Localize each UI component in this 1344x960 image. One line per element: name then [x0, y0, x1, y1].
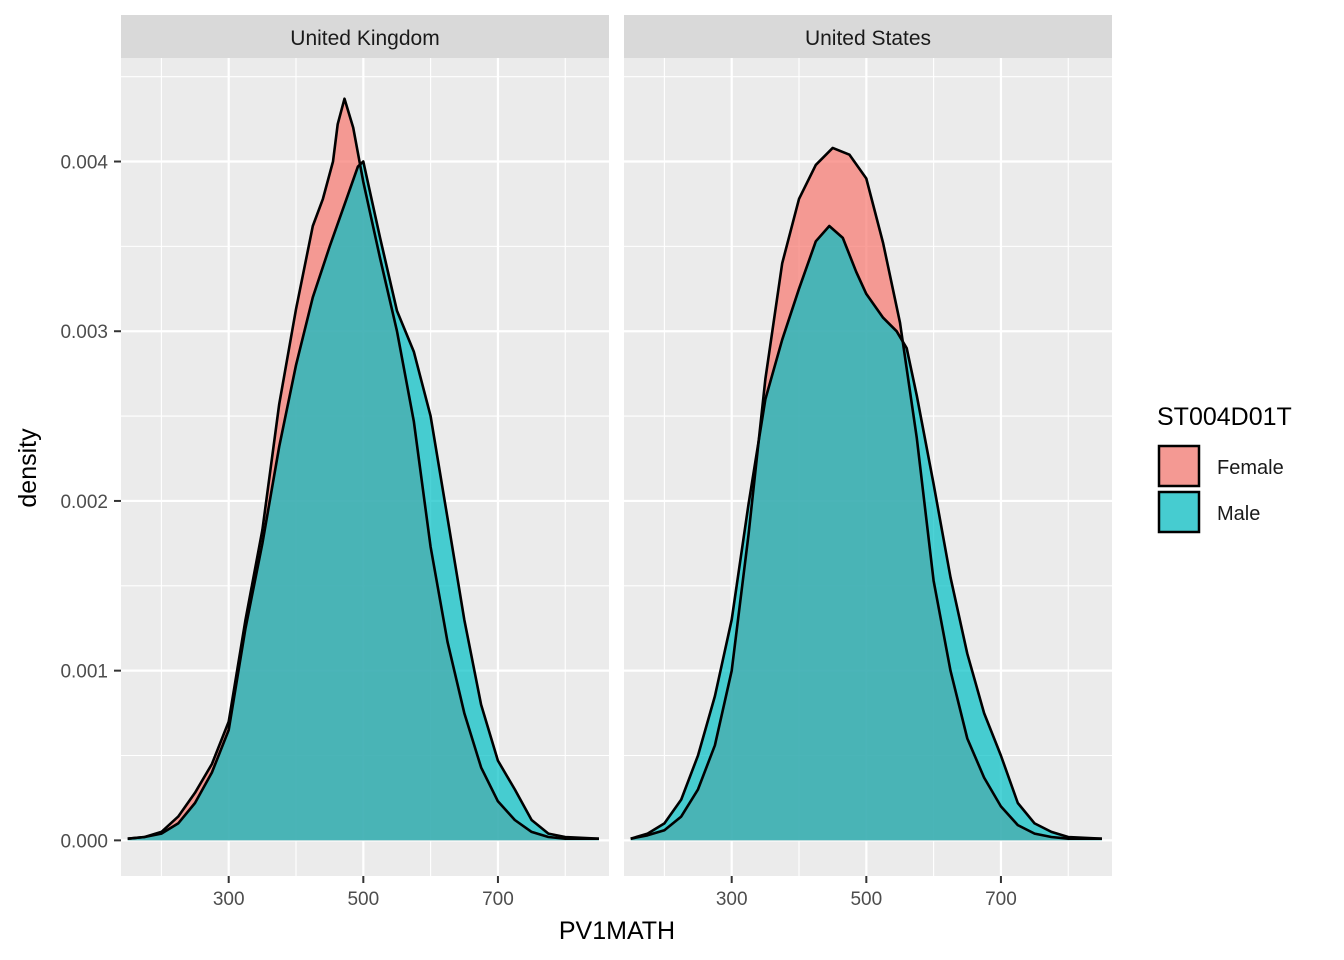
- strip-label: United Kingdom: [290, 27, 439, 50]
- y-axis: 0.000 0.001 0.002 0.003 0.004: [60, 153, 121, 852]
- legend: ST004D01T Female Male: [1157, 403, 1292, 534]
- legend-title: ST004D01T: [1157, 403, 1292, 431]
- facet-united-kingdom: United Kingdom: [121, 15, 609, 876]
- y-tick-label: 0.000: [60, 831, 108, 852]
- x-tick-label: 500: [347, 889, 379, 910]
- density-areas: [127, 97, 599, 841]
- y-axis-title: density: [14, 428, 42, 508]
- legend-swatch-female: [1157, 444, 1201, 488]
- y-tick-label: 0.002: [60, 492, 108, 513]
- facet-united-states: United States: [624, 15, 1112, 876]
- x-axis: 300 500 700 300 500 700: [213, 876, 1017, 910]
- density-line-male: [630, 224, 1102, 840]
- strip-background: [624, 15, 1112, 58]
- x-tick-label: 300: [213, 889, 245, 910]
- x-tick-label: 700: [985, 889, 1017, 910]
- x-axis-title: PV1MATH: [559, 917, 675, 945]
- x-tick-label: 500: [850, 889, 882, 910]
- y-tick-label: 0.001: [60, 662, 108, 683]
- density-area-male: [630, 226, 1102, 841]
- x-tick-label: 300: [716, 889, 748, 910]
- strip-label: United States: [805, 27, 931, 50]
- density-line-female: [127, 97, 599, 840]
- legend-swatch-male: [1157, 490, 1201, 534]
- density-areas: [630, 146, 1102, 841]
- density-line-female: [630, 146, 1102, 840]
- x-tick-label: 700: [482, 889, 514, 910]
- y-tick-label: 0.003: [60, 322, 108, 343]
- density-line-male: [127, 160, 599, 840]
- y-tick-label: 0.004: [60, 153, 108, 174]
- legend-label-female: Female: [1217, 457, 1284, 479]
- density-area-male: [127, 161, 599, 841]
- legend-label-male: Male: [1217, 503, 1260, 525]
- strip-background: [121, 15, 609, 58]
